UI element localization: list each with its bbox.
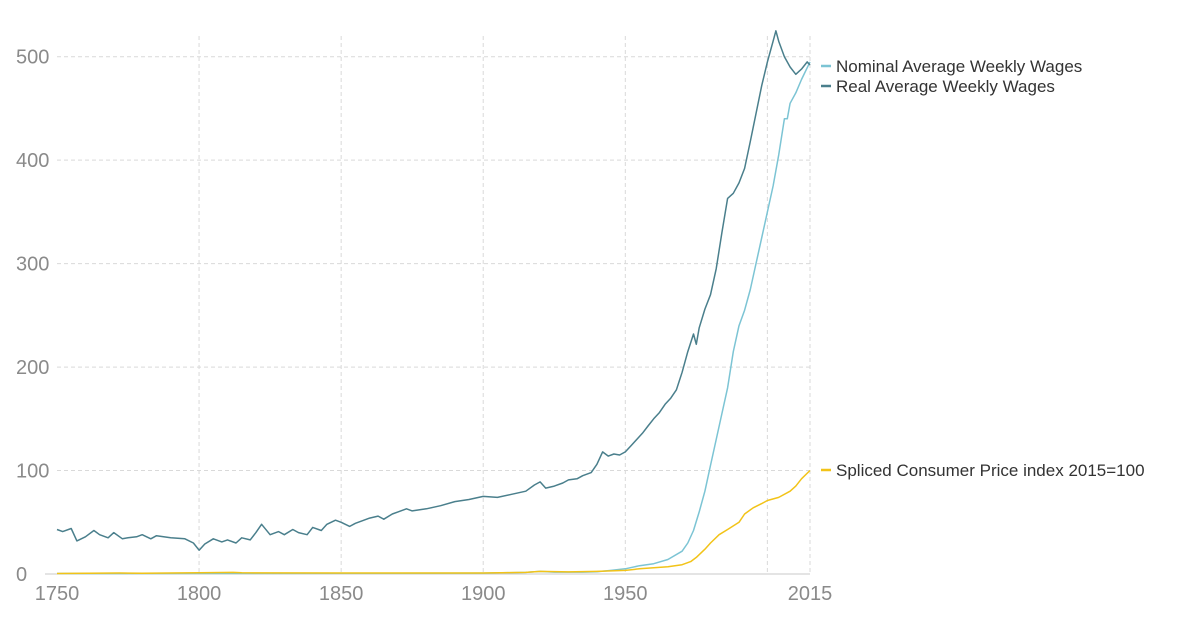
x-tick-label: 1800 <box>177 583 222 605</box>
y-tick-label: 200 <box>16 357 49 379</box>
legend-label: Nominal Average Weekly Wages <box>836 57 1082 76</box>
x-tick-label: 1900 <box>461 583 506 605</box>
legend-label: Real Average Weekly Wages <box>836 77 1055 96</box>
x-tick-label: 1950 <box>603 583 648 605</box>
series-line-1 <box>56 30 811 551</box>
x-tick-label: 1850 <box>319 583 364 605</box>
y-tick-label: 100 <box>16 461 49 483</box>
y-tick-label: 0 <box>16 564 27 586</box>
series-lines <box>56 30 811 575</box>
gridlines <box>57 36 811 574</box>
x-tick-label: 1750 <box>35 583 80 605</box>
legend-label: Spliced Consumer Price index 2015=100 <box>836 461 1145 480</box>
y-tick-label: 300 <box>16 254 49 276</box>
y-tick-label: 500 <box>16 47 49 69</box>
y-tick-label: 400 <box>16 150 49 172</box>
series-line-0 <box>56 61 811 575</box>
y-axis: 0 100 200 300 400 500 <box>16 47 49 586</box>
x-axis: 1750 1800 1850 1900 1950 2015 <box>35 573 833 605</box>
x-tick-label: 2015 <box>788 583 833 605</box>
series-line-2 <box>56 469 811 575</box>
